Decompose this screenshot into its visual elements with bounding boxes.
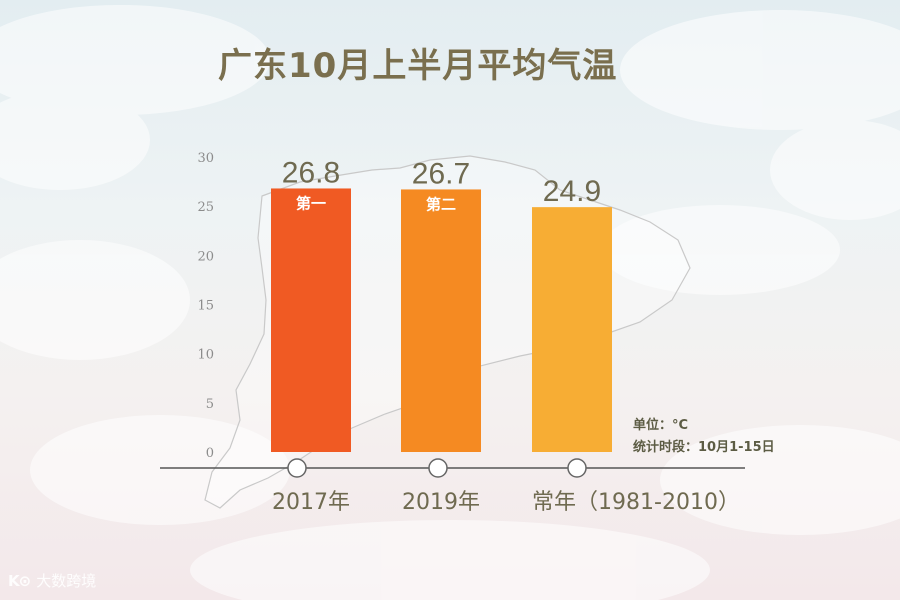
bar <box>271 188 351 452</box>
y-tick-label: 0 <box>206 446 214 461</box>
x-tick-label: 2017年 <box>272 490 350 515</box>
y-tick-label: 25 <box>197 200 214 215</box>
x-axis-marker <box>428 458 448 478</box>
data-label: 26.8 <box>282 156 340 189</box>
y-tick-label: 15 <box>197 299 214 314</box>
x-tick-label: 常年（1981-2010） <box>532 490 740 515</box>
x-axis-marker <box>287 458 307 478</box>
y-tick-label: 20 <box>197 249 214 264</box>
x-axis-marker <box>567 458 587 478</box>
bar <box>532 207 612 452</box>
x-tick-label: 2019年 <box>402 490 480 515</box>
rank-label: 第二 <box>426 195 456 213</box>
chart-title: 广东10月上半月平均气温 <box>218 46 618 86</box>
rank-label: 第一 <box>296 194 326 212</box>
y-tick-label: 5 <box>206 397 214 412</box>
watermark: K⊙ 大数跨境 <box>8 570 96 591</box>
brand-logo-icon: K⊙ <box>8 571 31 590</box>
data-label: 24.9 <box>543 175 601 208</box>
watermark-text: 大数跨境 <box>36 572 97 590</box>
y-tick-label: 30 <box>197 151 214 166</box>
bar <box>401 189 481 452</box>
unit-note: 单位：°C <box>633 418 689 433</box>
y-tick-label: 10 <box>197 348 214 363</box>
period-note: 统计时段：10月1-15日 <box>633 440 775 455</box>
data-label: 26.7 <box>412 157 470 190</box>
